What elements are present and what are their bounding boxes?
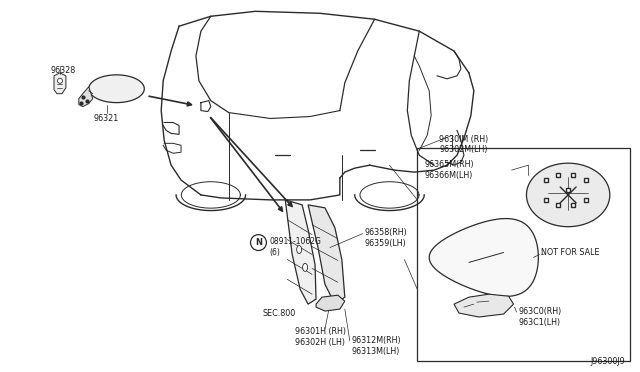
Text: 96302M(LH): 96302M(LH)	[439, 145, 488, 154]
Text: 96302H (LH): 96302H (LH)	[295, 338, 345, 347]
Polygon shape	[54, 73, 66, 94]
Text: N: N	[255, 238, 262, 247]
Ellipse shape	[303, 263, 308, 271]
Ellipse shape	[297, 246, 301, 253]
Polygon shape	[79, 87, 93, 107]
Polygon shape	[316, 295, 345, 311]
Text: 08911-1062G: 08911-1062G	[269, 237, 321, 246]
Polygon shape	[89, 75, 145, 103]
Text: (6): (6)	[269, 247, 280, 257]
Text: 96321: 96321	[94, 113, 119, 122]
Polygon shape	[308, 205, 345, 304]
Text: 96365M(RH): 96365M(RH)	[424, 160, 474, 169]
Text: 96312M(RH): 96312M(RH)	[352, 336, 401, 345]
Text: SEC.800: SEC.800	[262, 309, 296, 318]
Text: 9630IM (RH): 9630IM (RH)	[439, 135, 488, 144]
Text: NOT FOR SALE: NOT FOR SALE	[541, 248, 600, 257]
Text: 96359(LH): 96359(LH)	[365, 238, 406, 248]
Text: 963C1(LH): 963C1(LH)	[518, 318, 561, 327]
Text: J96300J9: J96300J9	[591, 357, 626, 366]
Text: 96301H (RH): 96301H (RH)	[295, 327, 346, 336]
Text: 963C0(RH): 963C0(RH)	[518, 307, 562, 316]
Text: 96313M(LH): 96313M(LH)	[352, 347, 400, 356]
Polygon shape	[429, 218, 538, 296]
Text: 96328: 96328	[50, 66, 76, 75]
Text: 96366M(LH): 96366M(LH)	[424, 171, 472, 180]
Text: 96358(RH): 96358(RH)	[365, 228, 408, 237]
Circle shape	[250, 235, 266, 250]
Polygon shape	[527, 163, 610, 227]
Polygon shape	[454, 294, 513, 317]
FancyBboxPatch shape	[417, 148, 630, 361]
Polygon shape	[285, 200, 316, 304]
Circle shape	[58, 78, 63, 83]
